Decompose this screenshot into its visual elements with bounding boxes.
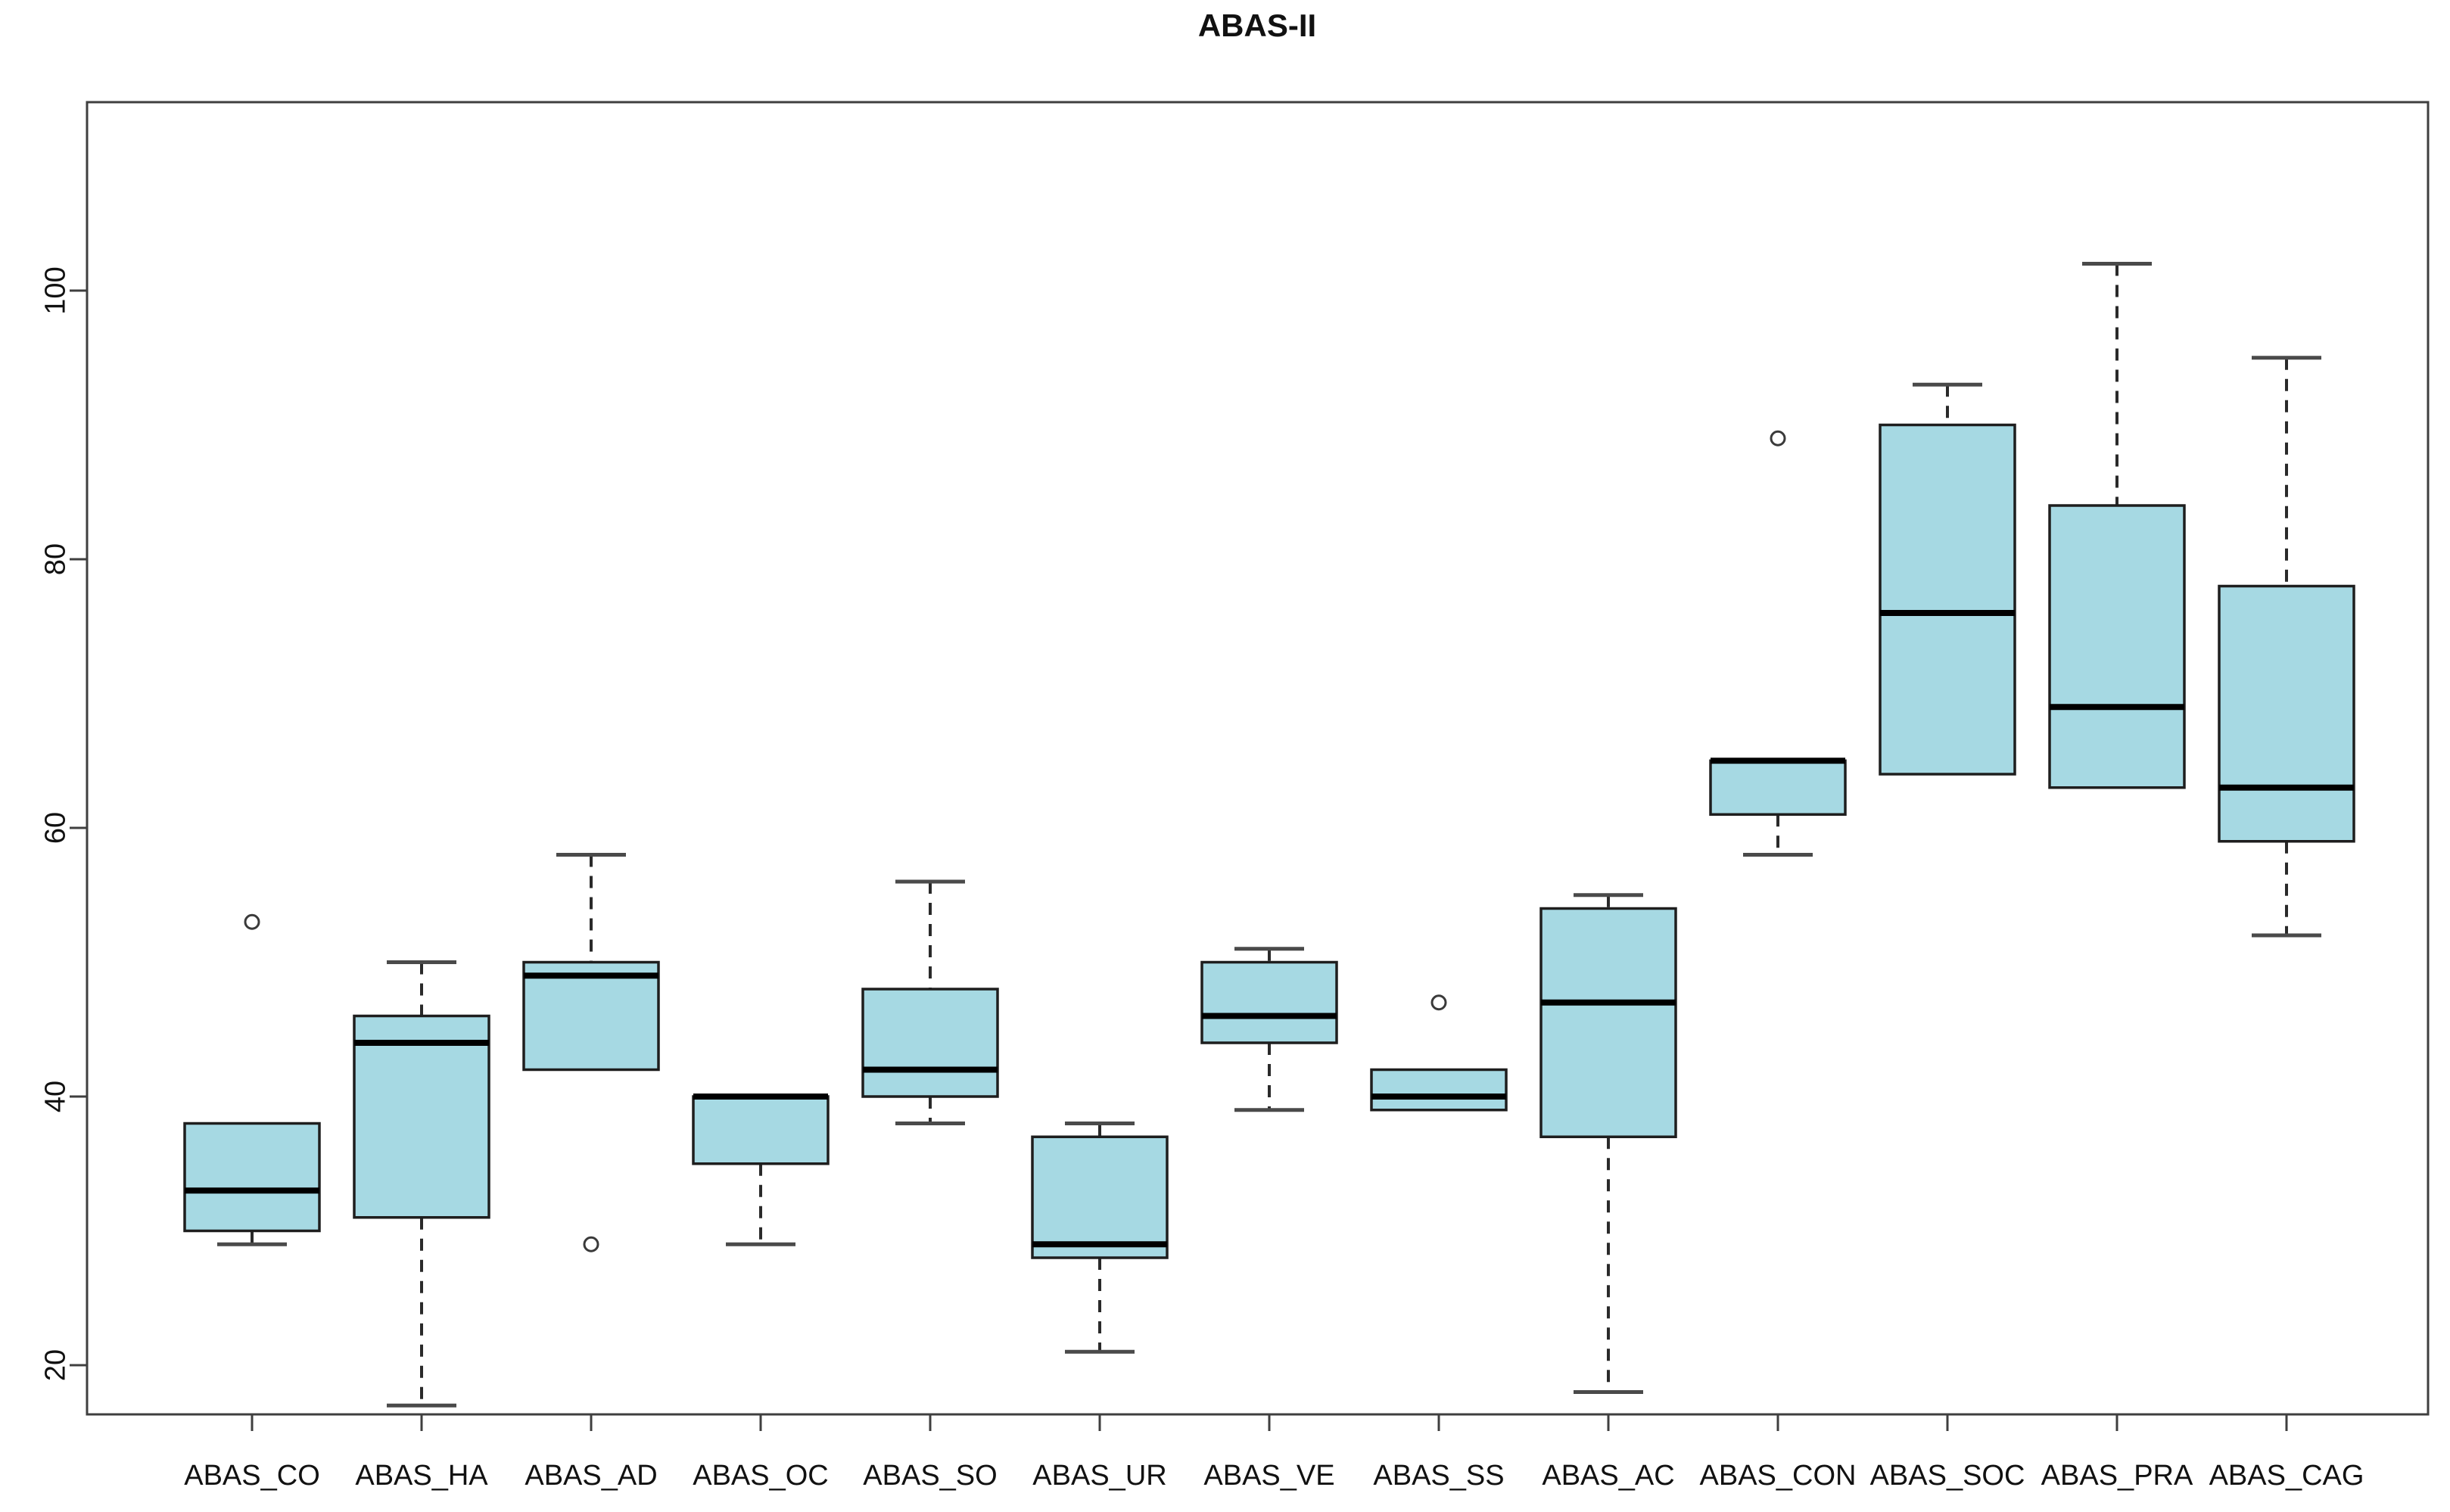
iqr-box — [1370, 1068, 1508, 1112]
box-ABAS_SOC — [1879, 382, 2016, 776]
y-tick-label: 100 — [39, 266, 71, 314]
iqr-box — [353, 1014, 490, 1219]
x-tick-label: ABAS_SO — [863, 1460, 997, 1492]
x-tick-label: ABAS_SOC — [1870, 1460, 2025, 1492]
box-ABAS_CO — [183, 913, 321, 1246]
y-tick-label: 80 — [39, 543, 71, 575]
iqr-box — [861, 988, 999, 1098]
iqr-box — [522, 960, 660, 1072]
box-ABAS_CAG — [2218, 356, 2355, 938]
iqr-box — [692, 1095, 830, 1165]
plot-border — [86, 101, 2430, 1416]
outlier-point — [1430, 994, 1447, 1011]
iqr-box — [1879, 423, 2016, 776]
iqr-box — [2048, 504, 2186, 789]
x-tick-label: ABAS_CON — [1700, 1460, 1857, 1492]
iqr-box — [1200, 960, 1338, 1044]
x-tick-label: ABAS_SS — [1373, 1460, 1504, 1492]
x-tick-label: ABAS_CO — [184, 1460, 320, 1492]
iqr-box — [183, 1122, 321, 1233]
iqr-box — [1709, 759, 1847, 816]
iqr-box — [2218, 584, 2355, 843]
box-ABAS_SO — [861, 879, 999, 1125]
x-tick-label: ABAS_VE — [1203, 1460, 1334, 1492]
x-tick-label: ABAS_AD — [525, 1460, 657, 1492]
x-tick-label: ABAS_HA — [355, 1460, 488, 1492]
box-ABAS_AC — [1539, 893, 1677, 1394]
x-tick-label: ABAS_UR — [1032, 1460, 1166, 1492]
y-tick-label: 60 — [39, 812, 71, 844]
iqr-box — [1031, 1135, 1169, 1259]
outlier-point — [583, 1236, 599, 1252]
box-ABAS_AD — [522, 853, 660, 1252]
y-tick-label: 40 — [39, 1081, 71, 1112]
box-ABAS_VE — [1200, 947, 1338, 1112]
box-ABAS_UR — [1031, 1122, 1169, 1354]
box-ABAS_PRA — [2048, 262, 2186, 789]
box-ABAS_OC — [692, 1094, 830, 1246]
chart-title: ABAS-II — [1198, 8, 1316, 43]
x-tick-label: ABAS_PRA — [2041, 1460, 2193, 1492]
x-tick-label: ABAS_AC — [1542, 1460, 1674, 1492]
box-ABAS_SS — [1370, 994, 1508, 1112]
outlier-point — [1770, 430, 1786, 446]
x-tick-label: ABAS_CAG — [2209, 1460, 2364, 1492]
outlier-point — [244, 913, 260, 930]
box-ABAS_HA — [353, 960, 490, 1408]
y-tick-label: 20 — [39, 1349, 71, 1381]
x-tick-label: ABAS_OC — [693, 1460, 829, 1492]
iqr-box — [1539, 907, 1677, 1138]
box-ABAS_CON — [1709, 430, 1847, 857]
